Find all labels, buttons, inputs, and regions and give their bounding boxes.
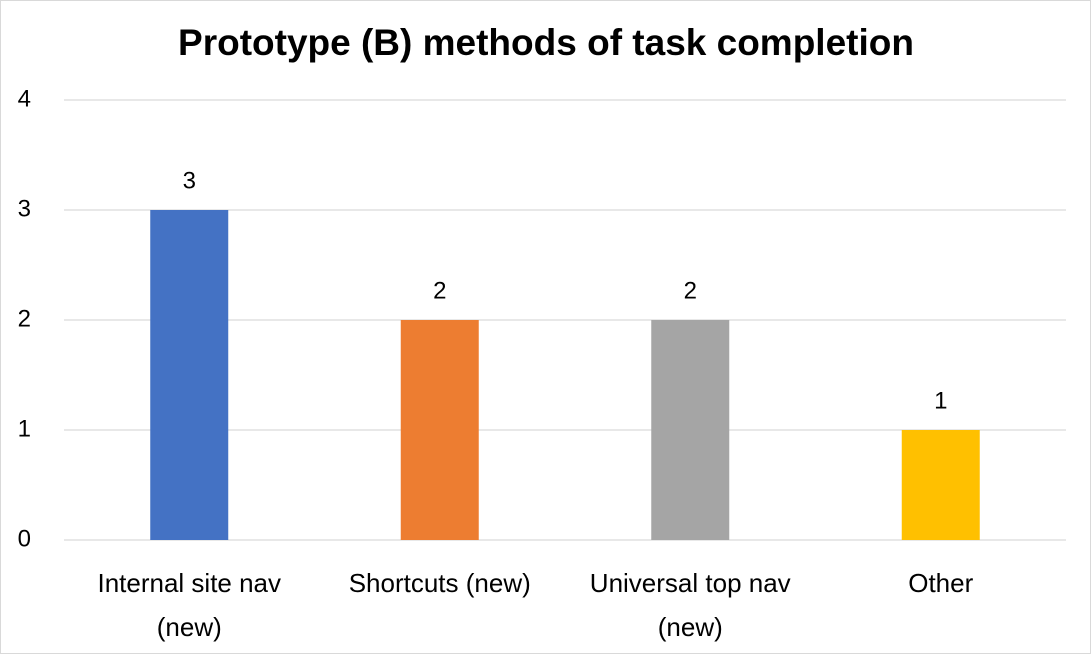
x-tick-label: Universal top nav (new) (589, 568, 791, 642)
data-label: 2 (433, 277, 446, 304)
bar (901, 430, 980, 540)
y-tick-label: 1 (18, 415, 31, 442)
data-label: 2 (684, 277, 697, 304)
data-label: 1 (934, 387, 947, 414)
x-tick-label: Shortcuts (new) (348, 568, 531, 598)
y-tick-label: 4 (18, 85, 31, 112)
x-tick-label: Internal site nav (new) (97, 568, 282, 642)
x-tick-label: Other (908, 568, 974, 598)
bar (150, 210, 229, 540)
bar (400, 320, 479, 540)
bar (651, 320, 730, 540)
y-tick-label: 2 (18, 305, 31, 332)
chart-title: Prototype (B) methods of task completion (178, 22, 914, 63)
y-tick-label: 3 (18, 195, 31, 222)
y-tick-label: 0 (18, 525, 31, 552)
data-label: 3 (183, 167, 196, 194)
